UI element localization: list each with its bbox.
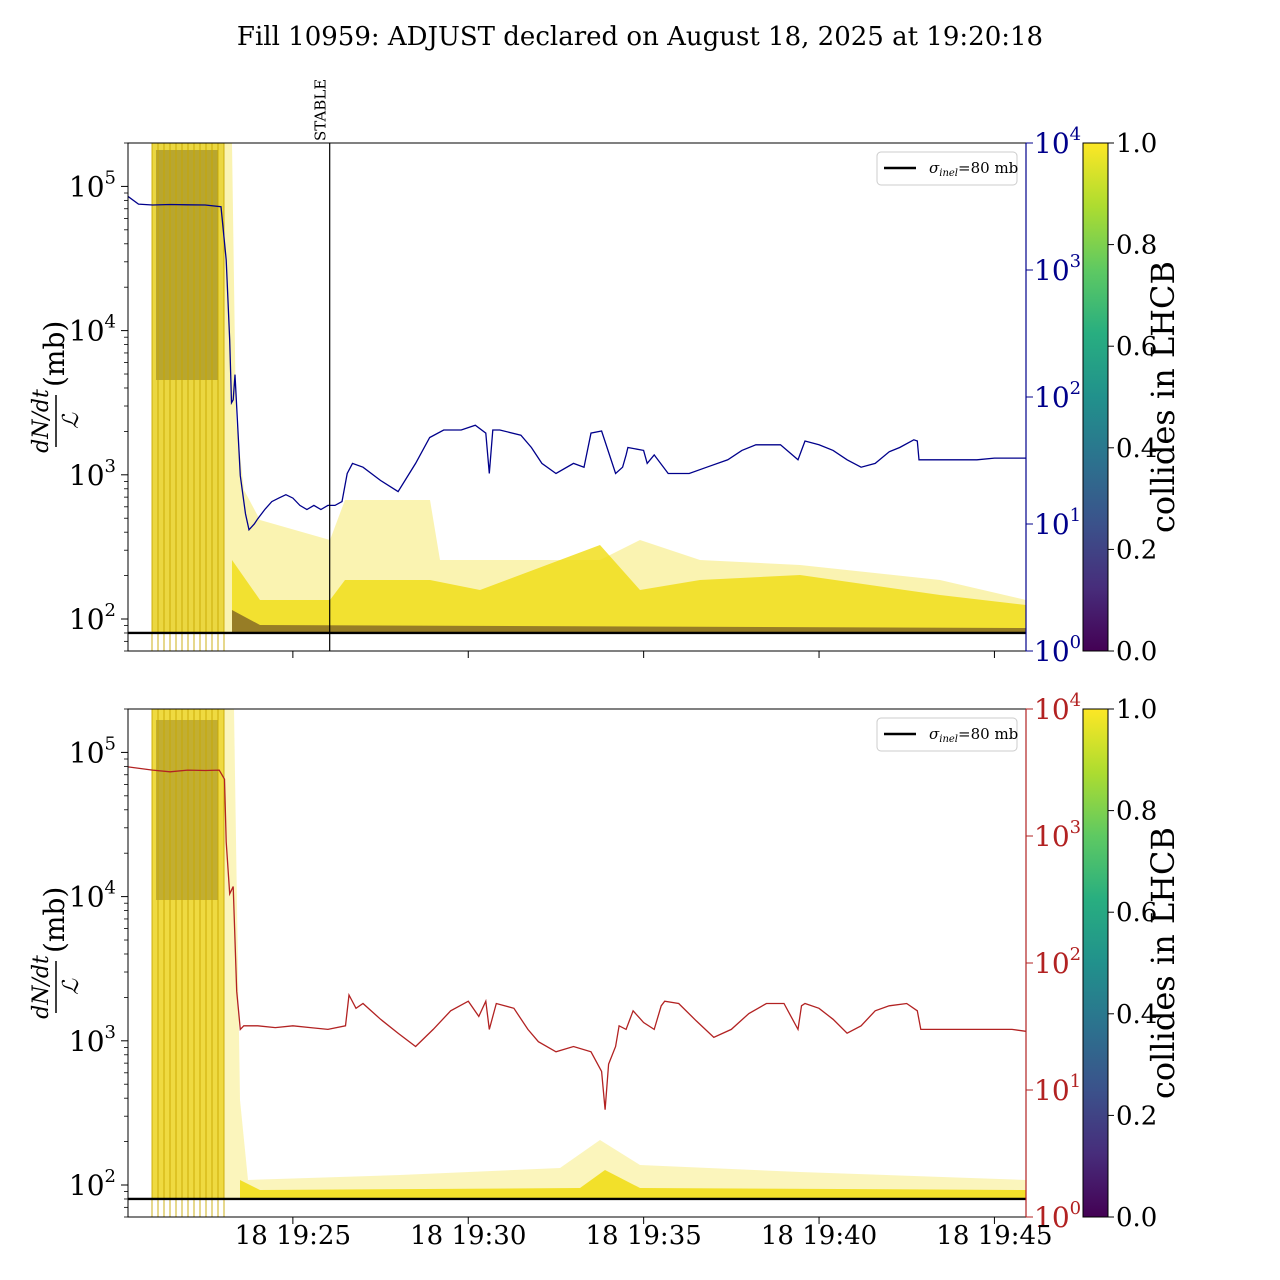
- right-tick-label: 101: [1034, 505, 1081, 541]
- right-tick-label: 100: [1034, 1198, 1081, 1234]
- x-tick-label: 18 19:35: [586, 1221, 702, 1251]
- top-initial-band-dark: [156, 150, 218, 380]
- top-x-ticks: [292, 651, 995, 658]
- right-tick-label: 104: [1034, 124, 1081, 160]
- left-tick-label: 105: [69, 733, 116, 769]
- right-tick-label: 101: [1034, 1071, 1081, 1107]
- colorbar-tick-label: 1.0: [1116, 695, 1157, 725]
- top-ylabel-denominator: ℒ: [59, 412, 84, 429]
- top-legend-box: [876, 151, 1018, 186]
- top-legend-label: σinel=80 mb: [929, 159, 1018, 179]
- colorbar-tick-label: 0.0: [1116, 1203, 1157, 1233]
- bottom-ylabel-numerator: dN/dt: [29, 955, 54, 1019]
- right-tick-label: 100: [1034, 632, 1081, 668]
- right-tick-label: 102: [1034, 378, 1081, 414]
- bottom-ylabel: dN/dt ℒ (mb): [29, 887, 84, 1019]
- bottom-vlines: [151, 709, 225, 1217]
- bottom-initial-band-dark: [156, 720, 218, 900]
- bottom-legend-box: [876, 717, 1018, 752]
- left-tick-label: 104: [69, 878, 116, 914]
- bottom-colorbar-label: collides in LHCB: [1144, 827, 1182, 1099]
- x-tick-label: 18 19:40: [761, 1221, 877, 1251]
- right-tick-label: 103: [1034, 251, 1081, 287]
- top-ylabel-numerator: dN/dt: [29, 389, 54, 453]
- bottom-left-ticks: 102 103 104 105: [69, 708, 128, 1218]
- bottom-x-ticks: 18 19:25 18 19:30 18 19:35 18 19:40 18 19:45: [235, 1217, 1053, 1251]
- top-transition-band: [224, 143, 1026, 633]
- top-bunch-band: [151, 143, 1026, 651]
- x-tick-label: 18 19:45: [936, 1221, 1052, 1251]
- bottom-legend: σinel=80 mb: [876, 717, 1018, 752]
- colorbar-tick-label: 0.8: [1116, 231, 1157, 261]
- colorbar-tick-label: 0.4: [1116, 434, 1157, 464]
- bottom-colorbar: 0.0 0.2 0.4 0.6 0.8 1.0 collides in LHCB: [1082, 695, 1182, 1233]
- x-tick-label: 18 19:30: [410, 1221, 526, 1251]
- x-tick-label: 18 19:25: [235, 1221, 351, 1251]
- colorbar-tick-label: 0.4: [1116, 1000, 1157, 1030]
- bottom-core-band: [240, 1170, 1026, 1199]
- top-left-ticks: 102 103 104 105: [69, 142, 128, 652]
- left-tick-label: 102: [69, 600, 116, 636]
- top-ylabel-unit: (mb): [38, 321, 71, 387]
- top-vlines: [151, 143, 225, 651]
- left-tick-label: 103: [69, 1022, 116, 1058]
- top-right-series-line: [128, 195, 1026, 532]
- left-tick-label: 103: [69, 456, 116, 492]
- top-ylabel: dN/dt ℒ (mb): [29, 321, 84, 453]
- top-core-band: [232, 545, 1026, 633]
- left-tick-label: 104: [69, 312, 116, 348]
- bottom-colorbar-gradient: [1082, 708, 1109, 1218]
- bottom-legend-label: σinel=80 mb: [929, 725, 1018, 745]
- colorbar-tick-label: 0.6: [1116, 332, 1157, 362]
- colorbar-tick-label: 0.2: [1116, 535, 1157, 565]
- colorbar-tick-label: 0.6: [1116, 898, 1157, 928]
- top-colorbar-ticks: 0.0 0.2 0.4 0.6 0.8 1.0: [1108, 129, 1157, 667]
- left-tick-label: 102: [69, 1166, 116, 1202]
- bottom-right-ticks: 100 101 102 103 104: [1025, 690, 1081, 1234]
- top-colorbar-label: collides in LHCB: [1144, 261, 1182, 533]
- top-colorbar: 0.0 0.2 0.4 0.6 0.8 1.0 collides in LHCB: [1082, 129, 1182, 667]
- top-right-ticks: 100 101 102 103 104: [1025, 124, 1081, 668]
- top-panel: STABLE 102 103 104 105 100 101 102 103 104 dN/d…: [29, 79, 1182, 668]
- right-tick-label: 102: [1034, 944, 1081, 980]
- bottom-transition-band: [224, 709, 1026, 1199]
- bottom-colorbar-ticks: 0.0 0.2 0.4 0.6 0.8 1.0: [1108, 695, 1157, 1233]
- top-legend: σinel=80 mb: [876, 151, 1018, 186]
- right-tick-label: 103: [1034, 817, 1081, 853]
- top-dark-band: [232, 610, 1026, 633]
- bottom-right-series-line: [128, 766, 1026, 1110]
- bottom-ylabel-denominator: ℒ: [59, 978, 84, 995]
- bottom-bunch-band: [151, 709, 1026, 1217]
- bottom-axes-frame: [127, 708, 1027, 1218]
- colorbar-tick-label: 0.8: [1116, 797, 1157, 827]
- bottom-ylabel-unit: (mb): [38, 887, 71, 953]
- figure-title: Fill 10959: ADJUST declared on August 18…: [237, 22, 1043, 52]
- colorbar-tick-label: 1.0: [1116, 129, 1157, 159]
- top-colorbar-gradient: [1082, 142, 1109, 652]
- colorbar-tick-label: 0.2: [1116, 1101, 1157, 1131]
- stable-marker-label: STABLE: [312, 79, 330, 141]
- colorbar-tick-label: 0.0: [1116, 637, 1157, 667]
- right-tick-label: 104: [1034, 690, 1081, 726]
- left-tick-label: 105: [69, 167, 116, 203]
